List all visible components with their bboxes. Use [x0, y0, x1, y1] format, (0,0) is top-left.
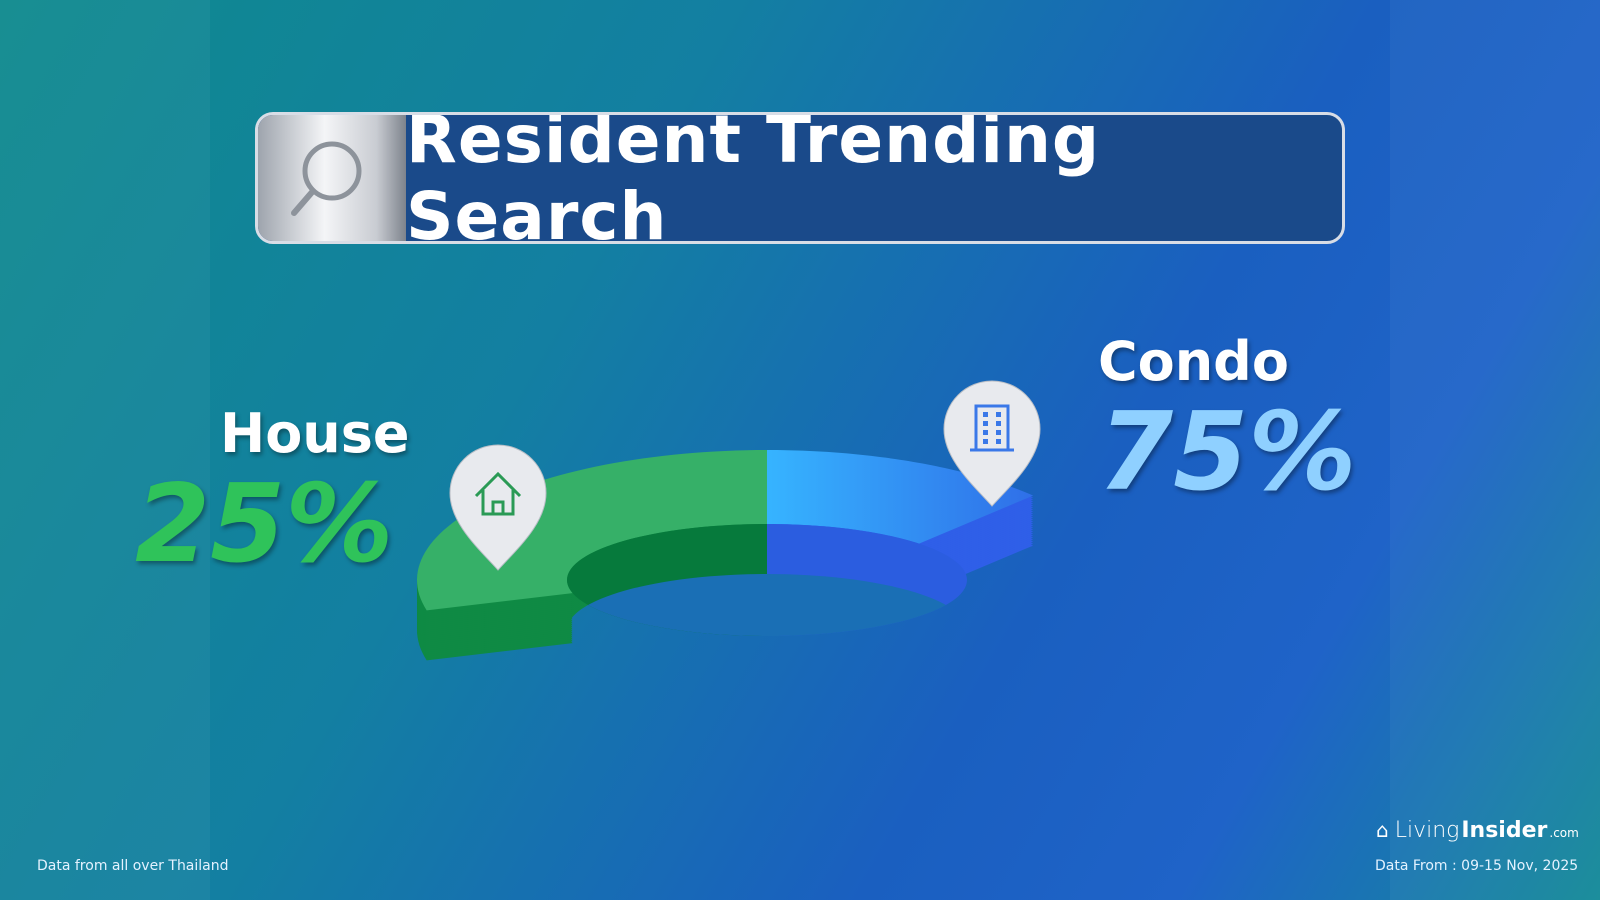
background-building	[1390, 0, 1600, 900]
search-icon	[258, 115, 406, 241]
logo-icon: ⌂	[1376, 818, 1389, 842]
page-title: Resident Trending Search	[406, 112, 1101, 244]
title-search-bar: Resident Trending Search	[255, 112, 1345, 244]
donut-hole	[567, 574, 967, 636]
house-pin-icon	[449, 444, 547, 571]
building-pin-icon	[943, 380, 1041, 507]
footer-source: Data from all over Thailand	[37, 858, 229, 874]
brand-suffix: .com	[1549, 826, 1579, 840]
condo-value: 75%	[1098, 390, 1357, 515]
house-value: 25%	[135, 462, 394, 587]
brand-light: Living	[1394, 818, 1460, 843]
background-building	[0, 0, 210, 900]
brand-bold: Insider	[1461, 818, 1548, 843]
house-label: House	[220, 402, 410, 465]
donut-slice-house	[417, 450, 767, 611]
brand-logo: ⌂ Living Insider .com	[1376, 818, 1579, 843]
condo-label: Condo	[1098, 330, 1289, 393]
footer-date: Data From : 09-15 Nov, 2025	[1375, 858, 1579, 874]
